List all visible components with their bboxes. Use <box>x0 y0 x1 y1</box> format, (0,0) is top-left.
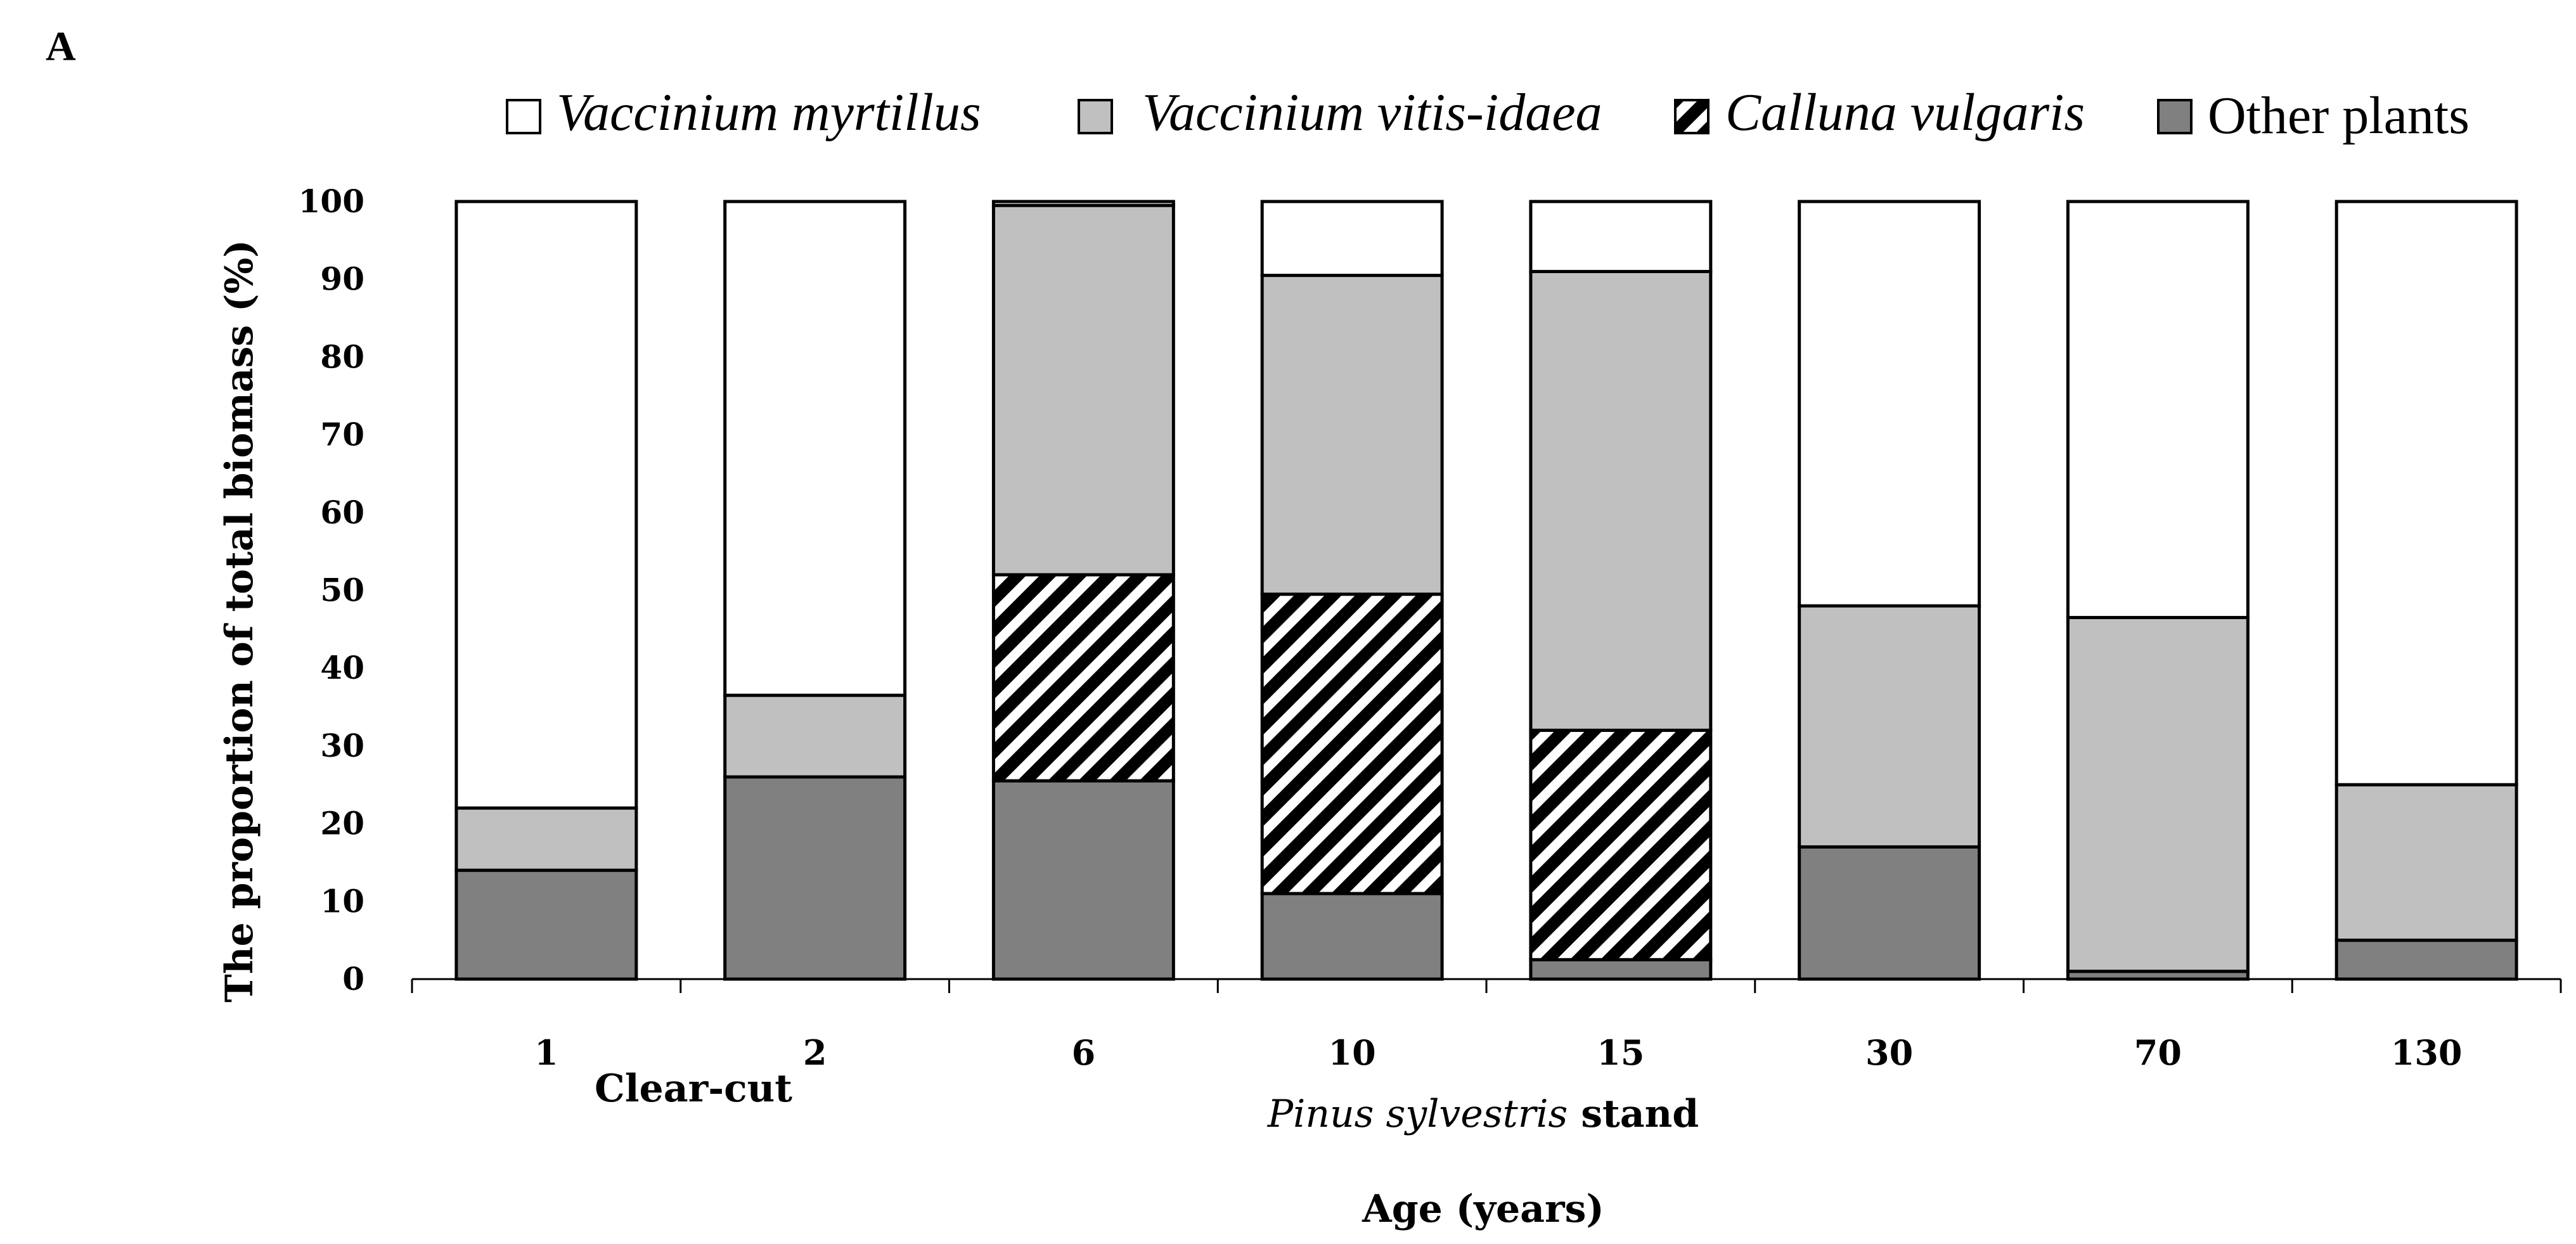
panel-label: A <box>46 23 76 70</box>
y-tick-label-70: 70 <box>320 416 364 453</box>
legend-swatch-vaccinium-vitis-idaea <box>1078 99 1113 134</box>
y-tick-label-30: 30 <box>320 727 364 764</box>
x-tick-label-6: 6 <box>1072 1032 1096 1073</box>
bar-10-calluna-vulgaris <box>1260 593 1444 895</box>
y-axis-ticks: 0 10 20 30 40 50 60 70 80 90 100 <box>299 183 364 997</box>
bar-10-vaccinium-myrtillus <box>1260 200 1444 278</box>
bar-1-vaccinium-vitis-idaea <box>454 806 638 872</box>
legend-swatch-calluna-vulgaris <box>1674 99 1710 134</box>
x-axis-ticks <box>411 979 2562 993</box>
bar-2-vaccinium-vitis-idaea <box>723 693 907 779</box>
x-tick-label-2: 2 <box>803 1032 827 1073</box>
legend-swatch-other-plants <box>2157 99 2193 134</box>
legend-label-calluna-vulgaris: Calluna vulgaris <box>1725 83 2085 142</box>
x-tick-label-1: 1 <box>534 1032 558 1073</box>
bar-130-other-plants <box>2334 939 2518 981</box>
bar-2-vaccinium-myrtillus <box>723 200 907 697</box>
bar-1-other-plants <box>454 868 638 981</box>
group-label-clear-cut: Clear-cut <box>595 1067 792 1111</box>
bar-15-calluna-vulgaris <box>1529 728 1713 961</box>
y-tick-label-10: 10 <box>320 882 364 920</box>
y-tick-label-40: 40 <box>320 649 364 686</box>
legend-label-vaccinium-vitis-idaea: Vaccinium vitis-idaea <box>1142 83 1602 142</box>
x-tick-label-70: 70 <box>2134 1032 2182 1073</box>
legend: Vaccinium myrtillus Vaccinium vitis-idae… <box>506 83 2470 145</box>
legend-label-vaccinium-myrtillus: Vaccinium myrtillus <box>557 83 981 142</box>
bar-70-vaccinium-myrtillus <box>2066 200 2250 619</box>
bar-30-vaccinium-myrtillus <box>1798 200 1981 608</box>
legend-label-other-plants: Other plants <box>2208 86 2470 145</box>
y-tick-label-60: 60 <box>320 494 364 531</box>
x-tick-label-130: 130 <box>2391 1032 2463 1073</box>
bar-130-vaccinium-vitis-idaea <box>2334 783 2518 942</box>
y-tick-label-90: 90 <box>320 260 364 298</box>
x-tick-label-30: 30 <box>1865 1032 1913 1073</box>
bar-15-vaccinium-myrtillus <box>1529 200 1713 273</box>
group-label-pinus-stand: Pinus sylvestris stand <box>1267 1092 1699 1136</box>
x-axis-title: Age (years) <box>1362 1187 1604 1231</box>
x-tick-label-10: 10 <box>1329 1032 1376 1073</box>
bar-6-other-plants <box>991 779 1175 981</box>
y-tick-label-20: 20 <box>320 805 364 842</box>
x-axis-tick-labels: 1 2 6 10 15 30 70 130 <box>534 1032 2462 1073</box>
bar-6-vaccinium-vitis-idaea <box>991 203 1175 577</box>
group-label-stand-word: stand <box>1568 1092 1699 1136</box>
bar-15-other-plants <box>1529 958 1713 981</box>
y-tick-label-50: 50 <box>320 572 364 609</box>
y-tick-label-80: 80 <box>320 338 364 375</box>
y-axis-title: The proportion of total biomass (%) <box>217 240 262 1003</box>
legend-swatch-vaccinium-myrtillus <box>506 99 541 134</box>
bar-1-vaccinium-myrtillus <box>454 200 638 810</box>
bar-6-vaccinium-myrtillus <box>991 200 1175 207</box>
bar-10-vaccinium-vitis-idaea <box>1260 274 1444 596</box>
bar-70-vaccinium-vitis-idaea <box>2066 615 2250 973</box>
group-label-pinus-species: Pinus sylvestris <box>1267 1092 1568 1136</box>
bar-30-other-plants <box>1798 845 1981 981</box>
bar-2-other-plants <box>723 775 907 981</box>
bar-130-vaccinium-myrtillus <box>2334 200 2518 786</box>
bars <box>454 200 2518 981</box>
y-tick-label-0: 0 <box>342 960 364 997</box>
bar-30-vaccinium-vitis-idaea <box>1798 604 1981 849</box>
y-tick-label-100: 100 <box>299 183 364 220</box>
bar-10-other-plants <box>1260 892 1444 981</box>
x-tick-label-15: 15 <box>1597 1032 1644 1073</box>
bar-15-vaccinium-vitis-idaea <box>1529 269 1713 732</box>
bar-6-calluna-vulgaris <box>991 573 1175 783</box>
